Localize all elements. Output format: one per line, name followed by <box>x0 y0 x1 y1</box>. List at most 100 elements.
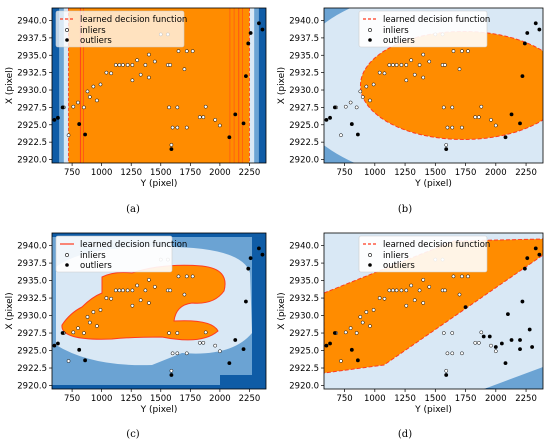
x-tick-label: 2250 <box>515 168 537 178</box>
inlier-point <box>354 105 359 110</box>
legend-outliers-label: outliers <box>383 36 415 46</box>
inlier-point <box>182 292 187 297</box>
y-axis-label: X (pixel) <box>5 67 15 104</box>
inlier-point <box>443 288 447 293</box>
inlier-point <box>460 49 464 53</box>
outlier-point <box>328 341 332 346</box>
outlier-point <box>169 147 174 151</box>
outlier-point <box>520 74 525 79</box>
outlier-point <box>233 112 238 117</box>
outlier-point <box>509 112 514 117</box>
legend-box <box>55 235 173 273</box>
inlier-point <box>466 49 470 53</box>
inlier-point <box>444 368 449 373</box>
y-tick-label: 2937.5 <box>289 259 319 269</box>
legend-outlier-marker <box>65 38 69 42</box>
legend-inliers-label: inliers <box>383 26 409 36</box>
panel-caption: (d) <box>398 429 412 440</box>
inlier-point <box>167 105 171 110</box>
outlier-point <box>244 299 248 304</box>
x-tick-label: 1250 <box>394 168 416 178</box>
outlier-point <box>530 345 535 349</box>
x-tick-label: 1250 <box>120 394 142 404</box>
outlier-point <box>525 256 530 261</box>
outlier-point <box>227 361 232 366</box>
decision-boundary <box>61 264 226 341</box>
x-tick-label: 2000 <box>485 168 507 178</box>
panel-caption: (b) <box>398 204 412 215</box>
inlier-point <box>201 340 206 345</box>
inlier-point <box>404 303 409 308</box>
x-axis-label: Y (pixel) <box>140 405 178 415</box>
inlier-point <box>213 118 218 122</box>
outlier-point <box>52 118 57 122</box>
inlier-point <box>409 58 413 62</box>
outlier-point <box>248 256 253 261</box>
inlier-point <box>175 331 180 335</box>
legend-decision-label: learned decision function <box>80 240 187 250</box>
inlier-point <box>104 296 109 300</box>
y-tick-label: 2930.0 <box>289 312 319 322</box>
x-tick-label: 750 <box>64 168 80 178</box>
inlier-point <box>167 331 171 335</box>
outlier-point <box>260 252 265 257</box>
y-tick-label: 2935.0 <box>17 277 47 287</box>
inlier-point <box>348 100 353 105</box>
inlier-point <box>203 330 208 335</box>
inlier-point <box>197 340 202 345</box>
inlier-point <box>138 298 143 303</box>
outlier-point <box>60 105 65 110</box>
y-tick-label: 2940.0 <box>289 242 319 252</box>
x-tick-label: 1500 <box>150 168 172 178</box>
inlier-point <box>184 125 189 130</box>
y-tick-label: 2927.5 <box>289 329 319 339</box>
inlier-point <box>117 288 122 293</box>
inlier-point <box>404 78 409 83</box>
y-tick-label: 2922.5 <box>289 364 319 374</box>
outlier-point <box>503 361 508 366</box>
x-tick-label: 1750 <box>455 394 477 404</box>
inlier-point <box>143 288 148 293</box>
inlier-point <box>184 351 189 356</box>
inlier-point <box>170 125 175 130</box>
x-tick-label: 2000 <box>209 394 231 404</box>
legend-decision-label: learned decision function <box>80 15 187 25</box>
inlier-point <box>182 67 187 72</box>
inlier-point <box>412 72 417 77</box>
inlier-point <box>421 52 426 57</box>
y-tick-label: 2935.0 <box>17 51 47 61</box>
legend-decision-label: learned decision function <box>383 15 490 25</box>
inlier-point <box>130 303 135 308</box>
inlier-point <box>466 274 470 279</box>
inlier-point <box>364 84 369 89</box>
outlier-point <box>60 331 65 335</box>
inlier-point <box>184 274 189 279</box>
outlier-point <box>444 147 449 151</box>
y-tick-label: 2937.5 <box>289 34 319 44</box>
panel-caption: (a) <box>126 204 140 215</box>
outlier-point <box>233 338 238 342</box>
x-tick-label: 2250 <box>239 168 261 178</box>
inlier-point <box>85 89 90 94</box>
x-tick-label: 2000 <box>209 168 231 178</box>
inlier-point <box>218 123 222 128</box>
outlier-point <box>83 132 88 137</box>
inlier-point <box>493 123 498 128</box>
legend-outliers-label: outliers <box>383 261 415 271</box>
inlier-point <box>382 296 387 301</box>
inlier-point <box>66 133 71 138</box>
y-tick-label: 2935.0 <box>289 51 319 61</box>
y-axis-label: X (pixel) <box>5 292 15 329</box>
inlier-point <box>117 63 122 67</box>
outlier-point <box>518 338 522 342</box>
inlier-point <box>445 125 450 130</box>
y-axis-label: X (pixel) <box>277 67 287 104</box>
legend-inliers-label: inliers <box>383 251 409 261</box>
inlier-point <box>135 58 139 62</box>
legend-inliers-label: inliers <box>80 26 106 36</box>
outlier-point <box>355 132 360 137</box>
inlier-point <box>399 288 404 293</box>
outlier-point <box>537 27 542 32</box>
